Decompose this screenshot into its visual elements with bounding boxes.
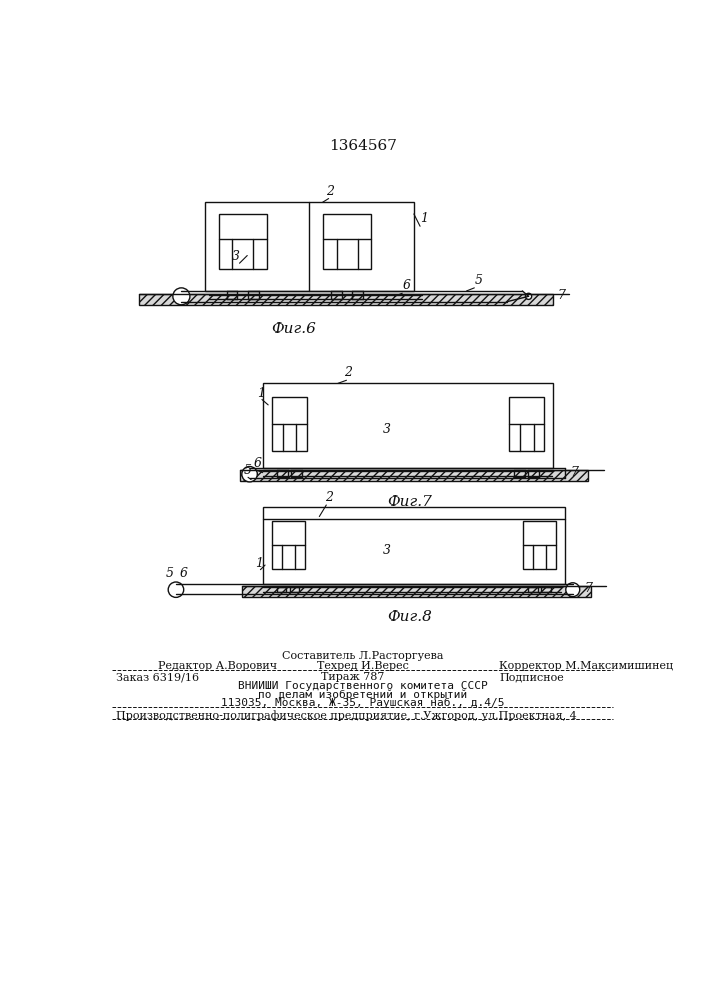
Text: 3: 3 bbox=[383, 544, 391, 557]
Text: Подписное: Подписное bbox=[499, 672, 564, 682]
Text: Составитель Л.Расторгуева: Составитель Л.Расторгуева bbox=[282, 651, 443, 661]
Text: 2: 2 bbox=[325, 491, 333, 504]
Text: 3: 3 bbox=[232, 250, 240, 263]
Text: Тираж 787: Тираж 787 bbox=[321, 672, 384, 682]
Bar bbox=[509, 397, 544, 451]
Bar bbox=[272, 521, 305, 569]
Text: Техред И.Верес: Техред И.Верес bbox=[317, 661, 409, 671]
Bar bbox=[523, 521, 556, 569]
Text: Редактор А.Ворович: Редактор А.Ворович bbox=[158, 661, 277, 671]
Text: 3: 3 bbox=[383, 423, 391, 436]
Text: 113035, Москва, Ж-35, Раушская наб., д.4/5: 113035, Москва, Ж-35, Раушская наб., д.4… bbox=[221, 698, 505, 708]
Text: 7: 7 bbox=[585, 582, 592, 595]
Text: ВНИИШИ Государственного комитета СССР: ВНИИШИ Государственного комитета СССР bbox=[238, 681, 488, 691]
Text: 6: 6 bbox=[253, 457, 262, 470]
Bar bbox=[242, 586, 590, 597]
Text: 5: 5 bbox=[243, 464, 252, 477]
Text: 6: 6 bbox=[180, 567, 188, 580]
Circle shape bbox=[242, 466, 257, 482]
Text: Заказ 6319/16: Заказ 6319/16 bbox=[115, 672, 199, 682]
Text: 1: 1 bbox=[255, 557, 263, 570]
Text: 5: 5 bbox=[474, 274, 482, 287]
Text: 1364567: 1364567 bbox=[329, 139, 397, 153]
Circle shape bbox=[168, 582, 184, 597]
Bar bbox=[204, 202, 414, 291]
Text: 5: 5 bbox=[166, 567, 174, 580]
Text: 2: 2 bbox=[327, 185, 334, 198]
Text: по делам изобретений и открытий: по делам изобретений и открытий bbox=[258, 690, 467, 700]
Bar bbox=[272, 397, 307, 451]
Text: 7: 7 bbox=[571, 466, 578, 479]
Text: Фиг.7: Фиг.7 bbox=[387, 495, 433, 509]
Circle shape bbox=[173, 288, 190, 305]
Text: 2: 2 bbox=[344, 366, 352, 379]
Bar bbox=[263, 507, 565, 584]
Bar bbox=[323, 214, 371, 269]
Bar bbox=[218, 214, 267, 269]
Circle shape bbox=[566, 583, 580, 597]
Text: Фиг.8: Фиг.8 bbox=[387, 610, 433, 624]
Text: 6: 6 bbox=[402, 279, 410, 292]
Text: Корректор М.Максимишинец: Корректор М.Максимишинец bbox=[499, 661, 673, 671]
Text: 7: 7 bbox=[557, 289, 566, 302]
Bar bbox=[240, 470, 588, 481]
Circle shape bbox=[525, 293, 532, 299]
Text: Производственно-полиграфическое предприятие, г.Ужгород, ул.Проектная, 4: Производственно-полиграфическое предприя… bbox=[115, 710, 576, 721]
Bar bbox=[263, 383, 554, 468]
Bar bbox=[139, 294, 554, 305]
Text: 1: 1 bbox=[420, 212, 428, 225]
Text: 1: 1 bbox=[257, 387, 265, 400]
Text: Фиг.6: Фиг.6 bbox=[271, 322, 316, 336]
